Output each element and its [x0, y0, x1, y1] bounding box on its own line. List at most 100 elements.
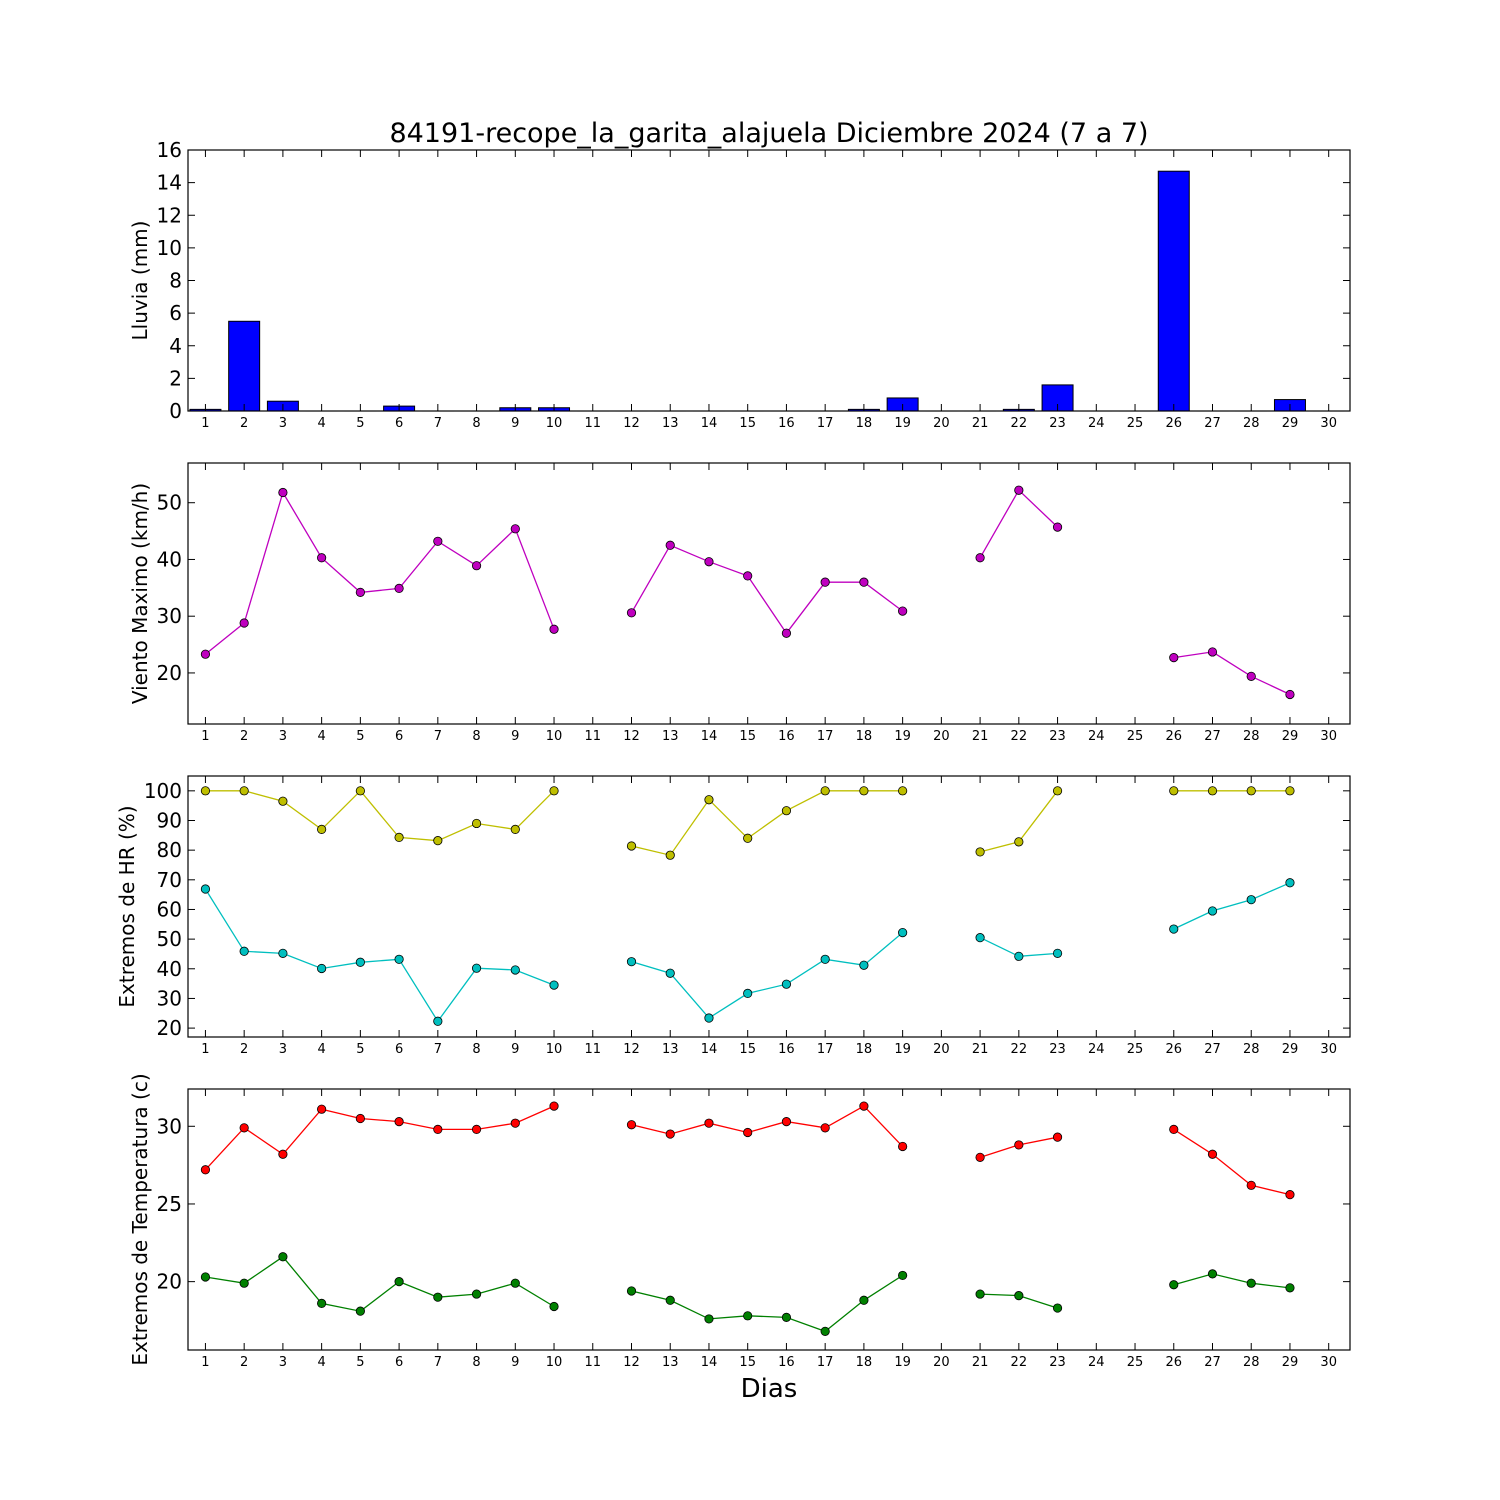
plot-frame [187, 1088, 1351, 1351]
y-tick-label: 20 [157, 1270, 182, 1294]
x-tick-label: 4 [317, 729, 325, 744]
y-axis-label: Extremos de HR (%) [115, 805, 139, 1007]
data-point [1169, 924, 1179, 934]
data-point [471, 1124, 482, 1134]
x-tick-label: 4 [317, 1042, 325, 1057]
x-tick-label: 30 [1320, 1355, 1337, 1370]
series-line [1173, 882, 1291, 930]
data-point [975, 1289, 985, 1299]
data-point [510, 965, 520, 975]
data-point [200, 786, 211, 796]
data-point [859, 960, 869, 970]
y-axis-label: Viento Maximo (km/h) [128, 483, 152, 704]
data-point [1052, 948, 1063, 958]
y-axis-label: Extremos de Temperatura (c) [128, 1073, 152, 1365]
x-tick-label: 29 [1282, 729, 1299, 744]
data-point [665, 1129, 675, 1139]
data-point [704, 1314, 714, 1324]
rain-bar [228, 320, 261, 412]
data-point [394, 954, 404, 964]
data-point [898, 1270, 908, 1281]
data-point [665, 968, 675, 978]
x-tick-label: 12 [623, 416, 640, 431]
data-point [278, 1149, 288, 1159]
series-line [205, 789, 555, 842]
y-tick-label: 40 [157, 957, 182, 981]
x-tick-label: 6 [395, 1042, 403, 1057]
data-point [626, 1286, 637, 1296]
data-point [898, 786, 908, 796]
x-tick-label: 7 [434, 1355, 442, 1370]
data-point [1014, 485, 1024, 495]
x-tick-label: 13 [662, 416, 679, 431]
x-tick-label: 2 [240, 729, 248, 744]
data-point [433, 536, 443, 546]
data-point [665, 540, 675, 550]
data-point [1014, 1291, 1024, 1301]
data-point [200, 884, 211, 894]
x-tick-label: 22 [1011, 1042, 1028, 1057]
data-point [355, 957, 365, 967]
y-tick-label: 4 [169, 334, 182, 358]
x-tick-label: 21 [972, 729, 989, 744]
x-tick-label: 6 [395, 416, 403, 431]
x-tick-label: 21 [972, 1042, 989, 1057]
y-tick-label: 10 [157, 236, 182, 260]
x-tick-label: 17 [817, 729, 834, 744]
x-tick-label: 1 [201, 1355, 209, 1370]
x-tick-label: 24 [1088, 1042, 1105, 1057]
x-tick-label: 4 [317, 1355, 325, 1370]
data-point [743, 833, 753, 843]
data-point [471, 818, 482, 829]
data-point [200, 1165, 211, 1175]
x-tick-label: 1 [201, 416, 209, 431]
x-tick-label: 29 [1282, 416, 1299, 431]
plot-frame [187, 462, 1351, 725]
data-point [1285, 689, 1295, 700]
data-point [1285, 1283, 1295, 1293]
x-tick-label: 13 [662, 1042, 679, 1057]
series-line [1173, 1273, 1291, 1289]
x-tick-label: 8 [472, 729, 480, 744]
data-point [781, 1312, 792, 1322]
x-tick-label: 28 [1243, 416, 1260, 431]
data-point [1052, 786, 1063, 796]
data-point [471, 1289, 482, 1299]
y-tick-label: 14 [157, 171, 182, 195]
x-tick-label: 19 [894, 1042, 911, 1057]
x-tick-label: 8 [472, 416, 480, 431]
x-tick-label: 19 [894, 1355, 911, 1370]
x-tick-label: 8 [472, 1042, 480, 1057]
data-point [1052, 1303, 1063, 1313]
data-point [317, 1298, 327, 1308]
data-point [781, 1117, 792, 1127]
data-point [355, 1306, 365, 1316]
data-point [1246, 895, 1256, 905]
data-point [820, 1326, 830, 1336]
x-tick-label: 17 [817, 1042, 834, 1057]
data-point [278, 1252, 288, 1262]
data-point [317, 553, 327, 563]
data-point [781, 979, 792, 989]
y-tick-label: 60 [157, 897, 182, 921]
data-point [549, 1101, 559, 1111]
x-tick-label: 22 [1011, 729, 1028, 744]
x-tick-label: 26 [1165, 729, 1182, 744]
data-point [859, 1295, 869, 1305]
data-point [239, 1123, 249, 1133]
data-point [355, 1113, 365, 1124]
x-tick-label: 7 [434, 729, 442, 744]
data-point [510, 524, 520, 534]
y-tick-label: 90 [157, 808, 182, 832]
x-tick-label: 3 [279, 729, 287, 744]
x-tick-label: 14 [701, 416, 718, 431]
data-point [355, 786, 365, 796]
data-point [626, 957, 637, 967]
x-tick-label: 6 [395, 1355, 403, 1370]
x-tick-label: 30 [1320, 416, 1337, 431]
data-point [859, 577, 869, 587]
x-tick-label: 5 [356, 416, 364, 431]
data-point [665, 850, 675, 860]
y-tick-label: 30 [157, 1114, 182, 1138]
